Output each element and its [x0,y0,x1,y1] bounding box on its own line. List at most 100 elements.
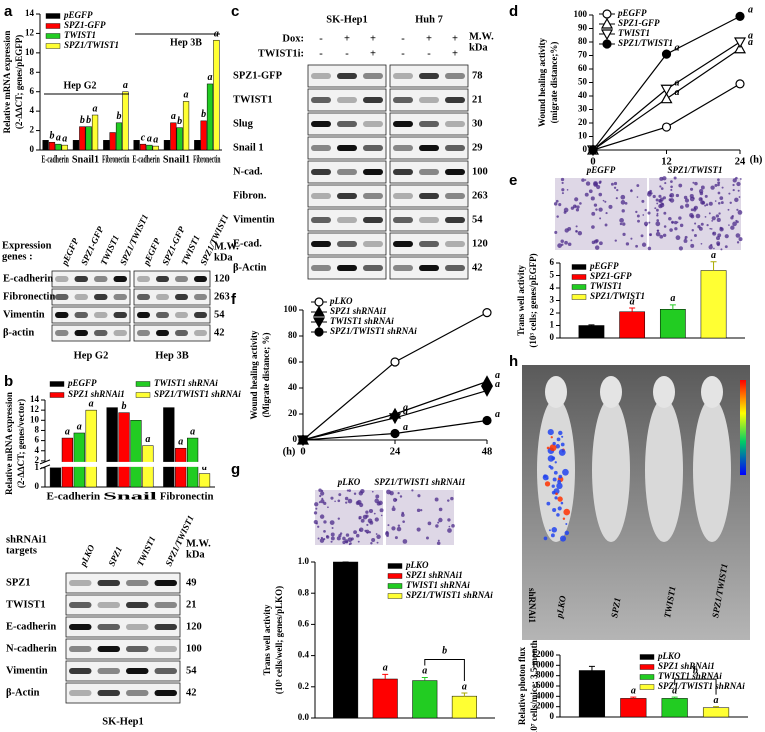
significance-label: a [208,72,213,83]
cell-stain [338,493,342,497]
row-label: Snail 1 [233,142,264,153]
cell-stain [329,520,335,525]
blot-strip [133,306,211,324]
y-tick-label: 0 [550,711,555,721]
cell-stain [558,203,562,207]
cell-stain [374,498,380,504]
cell-stain [357,540,360,543]
signal [544,481,551,487]
blot-band [337,241,357,247]
cell-stain [591,211,596,216]
cell-stain [630,237,633,240]
blot-band [419,145,439,151]
legend-label: TWIST1 shRNAi [154,378,218,388]
significance-label: b [80,115,85,126]
row-label: N-cadherin [6,643,57,654]
y-tick-label: 4 [30,105,35,115]
blot-band [393,241,413,247]
significance-label: a [403,406,408,417]
x-tick-label: E-cadherin [133,154,161,165]
cell-stain [436,541,441,546]
cell-stain [684,235,688,239]
cell-stain [336,536,341,541]
blot-band [419,217,439,223]
cell-stain [669,228,673,232]
blot-band [419,265,439,271]
cell-stain [705,203,709,206]
row-label: E-cad. [233,238,262,249]
significance-label: a [495,370,500,381]
cell-stain [683,195,688,200]
bar [163,140,171,151]
cell-stain [334,500,336,503]
signal [558,448,566,456]
x-tick-label: E-cadherin [42,154,70,165]
blot-band [126,690,149,696]
signal [560,442,565,447]
micrograph [386,490,454,545]
cell-stain [402,520,405,523]
cell-stain [397,524,401,527]
cell-stain [709,227,712,230]
cell-stain [342,540,346,545]
cell-stain [575,225,578,228]
significance-label: b [86,115,91,126]
significance-label: a [711,250,716,261]
cell-stain [425,536,429,540]
signal [549,444,557,452]
cell-stain [649,234,652,236]
cell-stain [700,222,704,226]
blot-strip [65,572,181,594]
bar [55,143,62,151]
marker [482,415,492,426]
y-axis-label: Relative mRNA expression [4,392,14,495]
cell-stain [622,222,626,226]
y-axis-label: (10⁷ cells/mice; 3.5 months) [529,634,539,732]
cell-stain [717,201,721,205]
blot-band [113,312,127,318]
y-axis-label: (10³ cells/well; genes/pLKO) [274,586,284,694]
error-bar [382,673,389,679]
significance-label: a [495,409,500,420]
cell-stain [575,229,578,233]
cell-stain [648,221,651,224]
cell-stain [331,526,334,529]
cell-stain [417,494,421,498]
y-tick-label: 90 [578,23,588,33]
cell-stain [554,230,558,234]
cell-stain [738,196,741,198]
cell-stain [619,222,623,226]
cell-stain [735,219,738,222]
legend-label: TWIST1 [64,30,96,40]
bar [412,680,438,719]
bar [619,311,646,339]
cell-stain [641,199,645,203]
legend-label: SPZ1 shRNAi1 [330,306,387,316]
y-tick-label: 0.4 [298,650,310,660]
row-label: TWIST1 [233,94,273,105]
y-tick-label: 0 [550,332,555,342]
blot-band [94,330,108,336]
y-tick-label: 4000 [536,690,555,700]
blot-band [74,276,88,282]
blot-band [363,145,383,151]
marker [588,145,598,155]
blot-band [94,294,108,300]
cell-stain [348,489,352,492]
x-tick-label: Fibronectin [160,491,214,502]
cell-stain [659,176,664,181]
cell-stain [673,220,678,225]
y-tick-label: 8 [35,425,40,435]
micrograph-label: SPZ1/TWIST1 [667,165,722,175]
condition-name: TWIST1i: [258,48,304,59]
cell-stain [712,231,717,236]
blot-band [137,312,150,318]
legend-marker [312,305,326,317]
blot-header: shRNAi1 [6,534,47,545]
signal [554,461,557,464]
signal [556,482,563,490]
cell-stain [728,224,730,226]
cell-stain [732,221,737,227]
legend-label: SPZ1/TWIST1 shRNAi [330,326,417,336]
panel-label: a [4,3,13,20]
